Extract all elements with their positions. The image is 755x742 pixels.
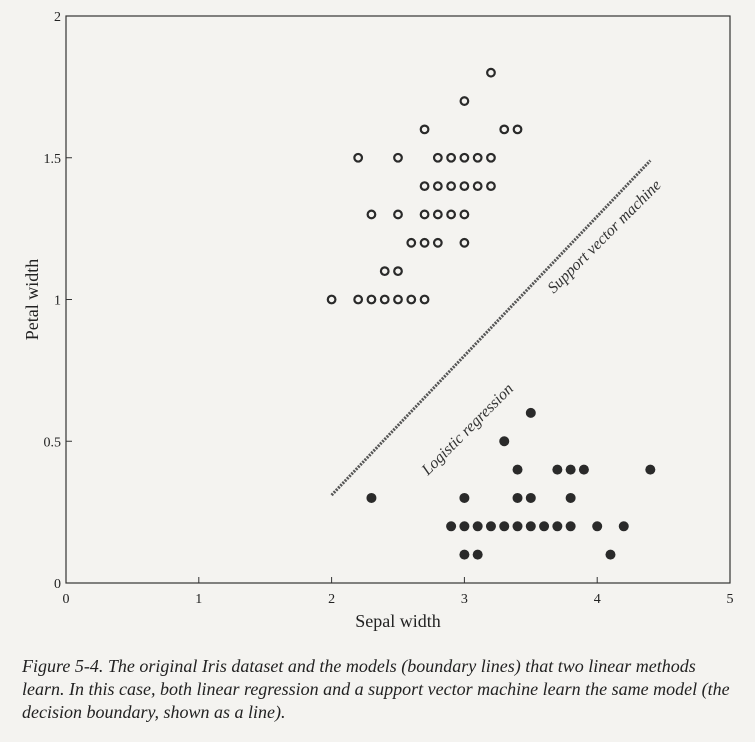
hollow-data-point [432, 181, 443, 192]
hollow-data-point [419, 124, 430, 135]
filled-data-point [605, 549, 616, 560]
decision-boundary [330, 159, 652, 497]
filled-data-point [499, 521, 510, 532]
hollow-data-point [379, 294, 390, 305]
hollow-data-point [419, 181, 430, 192]
filled-data-point [459, 492, 470, 503]
hollow-data-point [432, 209, 443, 220]
hollow-data-point [326, 294, 337, 305]
hollow-data-point [472, 152, 483, 163]
hollow-data-point [459, 96, 470, 106]
hollow-data-point [419, 209, 430, 220]
x-tick-label: 0 [63, 592, 70, 607]
annotations: Logistic regression Support vector machin… [418, 177, 665, 480]
hollow-data-point [486, 152, 496, 163]
filled-data-point [539, 521, 550, 532]
filled-data-point [459, 549, 470, 560]
filled-data-point [552, 464, 563, 475]
plot-frame [65, 15, 731, 584]
filled-data-point [578, 464, 589, 475]
hollow-data-point [459, 237, 470, 248]
hollow-data-point [459, 181, 470, 192]
hollow-data-point [393, 152, 403, 163]
filled-data-point [512, 464, 523, 475]
hollow-data-point [486, 181, 496, 192]
x-tick-label: 5 [727, 592, 734, 607]
y-tick-label: 1.5 [44, 152, 62, 167]
y-axis-title: Petal width [22, 259, 42, 341]
axis-labels: Sepal width Petal width [22, 259, 441, 631]
x-tick-label: 4 [594, 592, 601, 607]
y-tick-label: 1 [54, 294, 61, 309]
hollow-data-point [446, 209, 457, 220]
hollow-data-point [432, 237, 443, 248]
x-tick-label: 1 [195, 592, 202, 607]
filled-data-point [446, 521, 457, 532]
y-tick-label: 0 [54, 577, 61, 592]
hollow-data-point [406, 294, 417, 305]
hollow-data-point [512, 124, 523, 135]
filled-data-point [472, 549, 483, 560]
y-tick-label: 2 [54, 10, 61, 25]
x-axis-title: Sepal width [355, 611, 441, 631]
hollow-data-point [393, 209, 403, 220]
x-tick-label: 3 [461, 592, 468, 607]
hollow-data-point [379, 266, 390, 277]
filled-data-point [525, 521, 536, 532]
hollow-data-point [486, 67, 496, 78]
filled-data-point [565, 464, 576, 475]
y-tick-label: 0.5 [44, 435, 62, 450]
hollow-data-point [353, 294, 364, 305]
hollow-data-point [366, 209, 377, 220]
filled-data-point [645, 464, 656, 475]
boundary-line [330, 159, 652, 497]
filled-data-point [459, 521, 470, 532]
filled-data-point [366, 492, 377, 503]
filled-data-point [525, 492, 536, 503]
x-tick-label: 2 [328, 592, 335, 607]
hollow-data-point [393, 294, 403, 305]
filled-data-point [618, 521, 629, 532]
annotation-label: Support vector machine [545, 177, 665, 297]
scatter-chart: 0 1 2 3 4 5 0 0.5 1 1.5 2 Sepal width Petal width L… [22, 10, 734, 631]
filled-data-point [552, 521, 563, 532]
hollow-data-point [419, 294, 430, 305]
hollow-data-point [406, 237, 417, 248]
filled-data-point [592, 521, 603, 532]
plot-area [65, 15, 731, 584]
hollow-data-point [446, 181, 457, 192]
hollow-data-point [419, 237, 430, 248]
hollow-data-point [472, 181, 483, 192]
filled-data-point [499, 436, 510, 447]
hollow-data-point [432, 152, 443, 163]
figure-caption: Figure 5-4. The original Iris dataset an… [22, 656, 730, 722]
hollow-data-point [459, 209, 470, 220]
hollow-data-point [446, 152, 457, 163]
filled-data-point [525, 407, 536, 418]
hollow-data-point [499, 124, 510, 135]
filled-data-point [512, 492, 523, 503]
hollow-data-point [459, 152, 470, 163]
data-points [326, 67, 656, 560]
hollow-data-point [393, 266, 403, 277]
annotation-label: Logistic regression [418, 380, 517, 479]
filled-data-point [565, 521, 576, 532]
filled-data-point [472, 521, 483, 532]
hollow-data-point [353, 152, 364, 163]
filled-data-point [565, 492, 576, 503]
filled-data-point [485, 521, 496, 532]
hollow-data-point [366, 294, 377, 305]
axis-ticks: 0 1 2 3 4 5 0 0.5 1 1.5 2 [44, 10, 734, 607]
filled-data-point [512, 521, 523, 532]
